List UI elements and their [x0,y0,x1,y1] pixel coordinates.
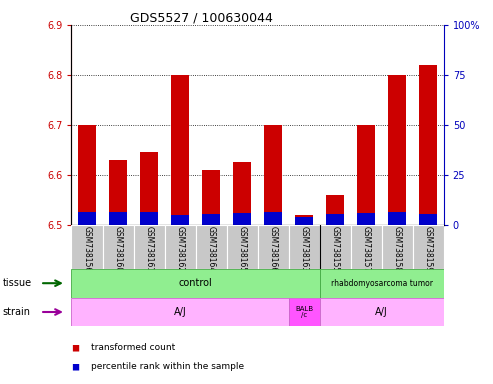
Bar [319,298,444,326]
Text: GDS5527 / 100630044: GDS5527 / 100630044 [130,12,273,25]
Text: A/J: A/J [174,307,186,317]
Text: GSM738165: GSM738165 [238,226,246,272]
Text: A/J: A/J [375,307,388,317]
Bar [71,298,288,326]
Bar [357,125,376,225]
Text: GSM738163: GSM738163 [300,226,309,272]
Text: GSM738159: GSM738159 [423,226,433,272]
Bar [264,125,282,225]
Bar [233,162,251,225]
Bar [134,225,165,269]
Text: GSM738161: GSM738161 [144,226,153,272]
Text: GSM738166: GSM738166 [269,226,278,272]
Text: percentile rank within the sample: percentile rank within the sample [91,362,245,371]
Bar [382,225,413,269]
Bar [103,225,134,269]
Bar [357,213,376,225]
Text: tissue: tissue [2,278,32,288]
Bar [419,214,437,225]
Text: rhabdomyosarcoma tumor: rhabdomyosarcoma tumor [331,279,433,288]
Bar [108,212,127,225]
Text: GSM738157: GSM738157 [362,226,371,272]
Text: strain: strain [2,307,31,317]
Bar [257,225,288,269]
Bar [171,75,189,225]
Bar [288,225,319,269]
Bar [108,160,127,225]
Text: GSM738158: GSM738158 [392,226,402,272]
Text: GSM738155: GSM738155 [331,226,340,272]
Bar [202,170,220,225]
Text: ◼: ◼ [71,362,79,372]
Bar [295,215,314,225]
Bar [295,217,314,225]
Text: GSM738156: GSM738156 [82,226,92,272]
Text: GSM738160: GSM738160 [113,226,123,272]
Bar [202,214,220,225]
Text: transformed count: transformed count [91,343,176,352]
Bar [326,195,345,225]
Text: control: control [178,278,212,288]
Bar [288,298,319,326]
Bar [78,212,96,225]
Bar [78,125,96,225]
Bar [419,65,437,225]
Bar [326,214,345,225]
Bar [140,212,158,225]
Bar [264,212,282,225]
Bar [413,225,444,269]
Bar [196,225,227,269]
Text: BALB
/c: BALB /c [295,306,313,318]
Text: GSM738164: GSM738164 [207,226,215,272]
Text: GSM738162: GSM738162 [176,226,184,272]
Bar [388,212,406,225]
Bar [71,225,103,269]
Bar [171,215,189,225]
Bar [140,152,158,225]
Bar [388,75,406,225]
Bar [319,225,351,269]
Text: ◼: ◼ [71,343,79,353]
Bar [165,225,196,269]
Bar [71,269,319,298]
Bar [351,225,382,269]
Bar [319,269,444,298]
Bar [233,213,251,225]
Bar [227,225,257,269]
